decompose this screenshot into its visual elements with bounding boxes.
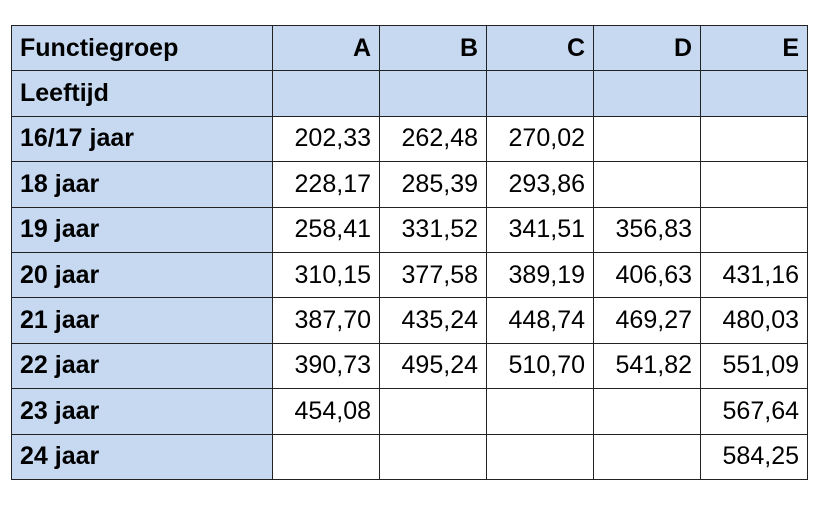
header-col-a: A: [272, 24, 380, 72]
subheader-empty-cell: [379, 70, 487, 117]
table-row: 18 jaar 228,17 285,39 293,86: [11, 161, 808, 208]
value-cell: 454,08: [272, 388, 380, 435]
value-cell: 448,74: [486, 297, 594, 344]
value-cell: 510,70: [486, 342, 594, 390]
wage-table: Functiegroep A B C D E Leeftijd 16/17 ja…: [11, 24, 808, 480]
value-cell: 270,02: [486, 115, 594, 163]
row-label: 16/17 jaar: [11, 115, 273, 163]
table-row: 19 jaar 258,41 331,52 341,51 356,83: [11, 206, 808, 253]
value-cell: 202,33: [272, 115, 380, 163]
row-label: 20 jaar: [11, 251, 273, 299]
row-label: 24 jaar: [11, 433, 273, 480]
header-col-b: B: [379, 24, 487, 72]
header-row: Functiegroep A B C D E: [11, 24, 808, 72]
table-row: 20 jaar 310,15 377,58 389,19 406,63 431,16: [11, 251, 808, 299]
data-rows: 16/17 jaar 202,33 262,48 270,02 18 jaar 228,1…: [11, 115, 808, 480]
row-label: 19 jaar: [11, 206, 273, 253]
value-cell: 341,51: [486, 206, 594, 253]
subheader-empty-cell: [700, 70, 808, 117]
value-cell: [593, 161, 701, 208]
table-row: 23 jaar 454,08 567,64: [11, 388, 808, 435]
value-cell: [379, 433, 487, 480]
value-cell: [379, 388, 487, 435]
header-col-d: D: [593, 24, 701, 72]
subheader-empty-cell: [593, 70, 701, 117]
value-cell: 331,52: [379, 206, 487, 253]
header-functiegroep: Functiegroep: [11, 24, 273, 72]
value-cell: 567,64: [700, 388, 808, 435]
value-cell: 431,16: [700, 251, 808, 299]
value-cell: [700, 206, 808, 253]
value-cell: 541,82: [593, 342, 701, 390]
value-cell: 310,15: [272, 251, 380, 299]
subheader-row: Leeftijd: [11, 70, 808, 117]
table-row: 21 jaar 387,70 435,24 448,74 469,27 480,03: [11, 297, 808, 344]
table-row: 16/17 jaar 202,33 262,48 270,02: [11, 115, 808, 163]
value-cell: [486, 388, 594, 435]
row-label: 22 jaar: [11, 342, 273, 390]
subheader-empty-cell: [486, 70, 594, 117]
value-cell: 285,39: [379, 161, 487, 208]
value-cell: [700, 115, 808, 163]
value-cell: 495,24: [379, 342, 487, 390]
row-label: 18 jaar: [11, 161, 273, 208]
value-cell: 389,19: [486, 251, 594, 299]
value-cell: 406,63: [593, 251, 701, 299]
row-label: 21 jaar: [11, 297, 273, 344]
row-label: 23 jaar: [11, 388, 273, 435]
value-cell: 387,70: [272, 297, 380, 344]
value-cell: 258,41: [272, 206, 380, 253]
value-cell: [272, 433, 380, 480]
value-cell: [700, 161, 808, 208]
value-cell: 377,58: [379, 251, 487, 299]
table-row: 24 jaar 584,25: [11, 433, 808, 480]
value-cell: 469,27: [593, 297, 701, 344]
header-col-c: C: [486, 24, 594, 72]
value-cell: 356,83: [593, 206, 701, 253]
value-cell: 262,48: [379, 115, 487, 163]
value-cell: [593, 388, 701, 435]
value-cell: 584,25: [700, 433, 808, 480]
value-cell: [593, 433, 701, 480]
value-cell: [486, 433, 594, 480]
value-cell: 390,73: [272, 342, 380, 390]
table-row: 22 jaar 390,73 495,24 510,70 541,82 551,09: [11, 342, 808, 390]
header-col-e: E: [700, 24, 808, 72]
subheader-leeftijd: Leeftijd: [11, 70, 273, 117]
value-cell: 480,03: [700, 297, 808, 344]
value-cell: 551,09: [700, 342, 808, 390]
value-cell: 228,17: [272, 161, 380, 208]
value-cell: 435,24: [379, 297, 487, 344]
subheader-empty-cell: [272, 70, 380, 117]
value-cell: 293,86: [486, 161, 594, 208]
value-cell: [593, 115, 701, 163]
